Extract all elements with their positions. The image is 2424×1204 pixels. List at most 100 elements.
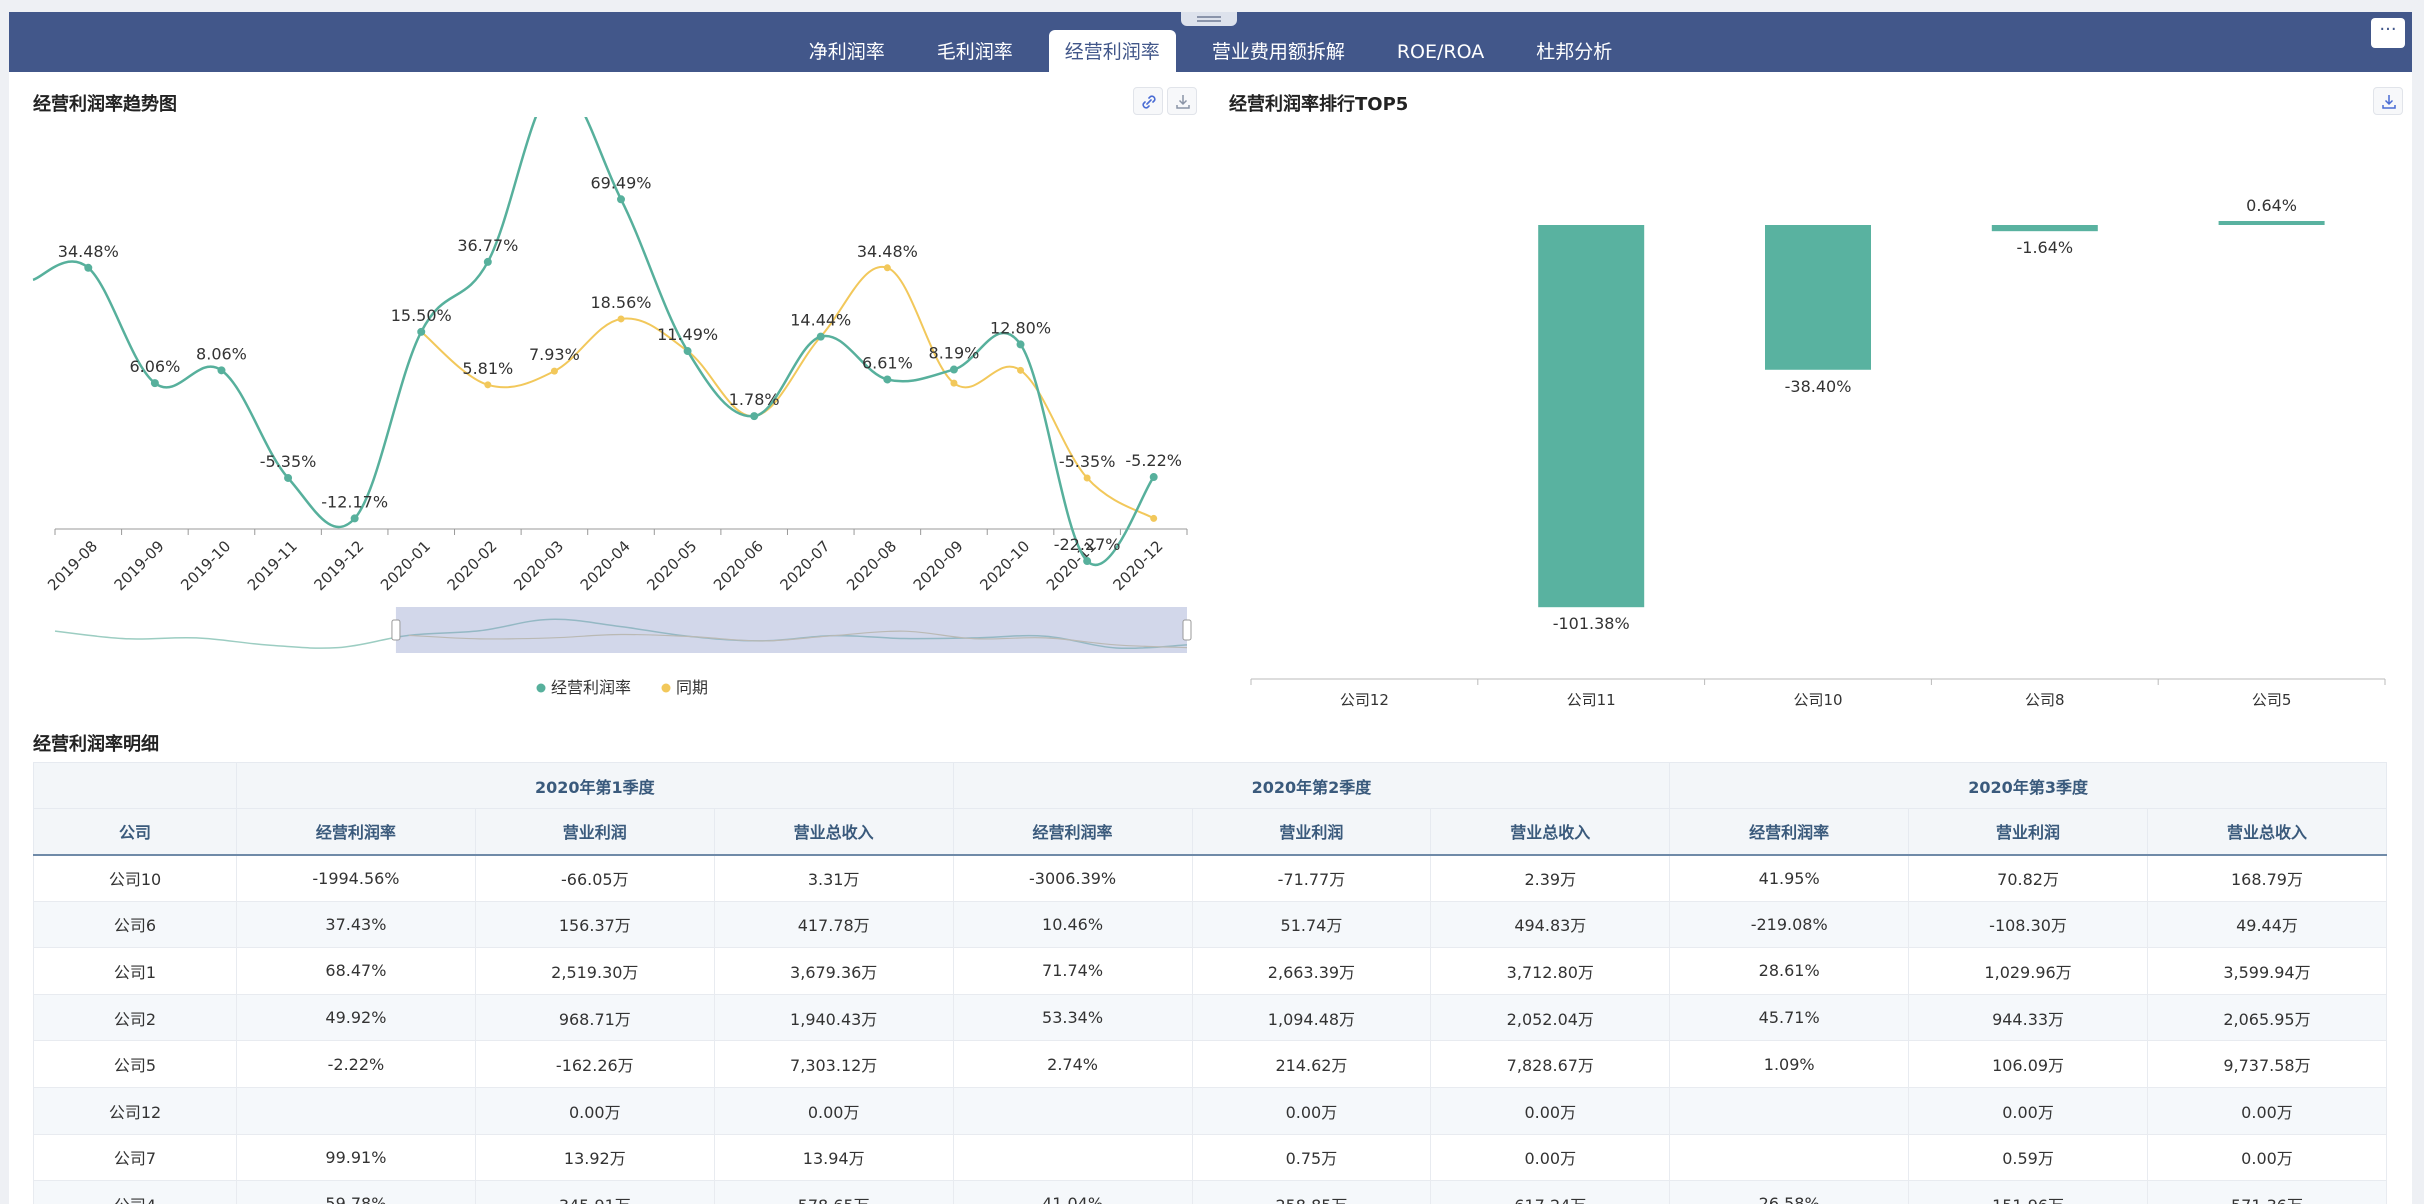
value-cell: 0.59万 xyxy=(1908,1133,2148,1182)
more-options-button[interactable]: ··· xyxy=(2371,18,2405,48)
top5-download-button[interactable] xyxy=(2373,87,2403,115)
data-label-同期: 5.81% xyxy=(462,359,513,378)
tab-4[interactable]: ROE/ROA xyxy=(1396,41,1485,63)
zoom-window xyxy=(395,607,1187,653)
point-经营利润率 xyxy=(84,263,93,272)
tab-2[interactable]: 经营利润率 xyxy=(1048,30,1176,72)
data-label-经营利润率: 69.49% xyxy=(590,173,651,192)
company-header[interactable]: 公司 xyxy=(33,808,237,856)
data-label-经营利润率: -5.22% xyxy=(1125,451,1182,470)
column-header[interactable]: 经营利润率 xyxy=(1669,808,1910,856)
tab-0[interactable]: 净利润率 xyxy=(808,41,885,63)
point-同期 xyxy=(617,315,625,323)
table-row: 公司459.78%345.91万578.65万41.04%258.85万617.… xyxy=(33,1180,2387,1204)
value-cell: 3,679.36万 xyxy=(713,947,954,995)
point-经营利润率 xyxy=(1016,340,1025,349)
value-cell xyxy=(952,1086,1193,1135)
value-cell: 41.95% xyxy=(1669,854,1910,902)
drag-handle[interactable] xyxy=(1181,12,1237,26)
value-cell xyxy=(1669,1086,1910,1135)
tab-5[interactable]: 杜邦分析 xyxy=(1536,41,1613,63)
point-同期 xyxy=(1083,474,1091,482)
table-row: 公司2 49.92% 968.71万 1,940.43万 53.34% 1,094.48万… xyxy=(33,993,2387,1042)
value-cell: 2,519.30万 xyxy=(474,947,715,995)
x-tick-label: 2020-02 xyxy=(444,537,501,594)
point-同期 xyxy=(883,264,891,272)
column-header[interactable]: 经营利润率 xyxy=(952,808,1193,856)
data-label-经营利润率: 8.19% xyxy=(929,344,980,363)
x-tick-label: 2020-07 xyxy=(777,537,834,594)
tab-1[interactable]: 毛利润率 xyxy=(936,41,1013,63)
value-cell: -66.05万 xyxy=(474,854,715,902)
value-cell: 258.85万 xyxy=(1191,1180,1432,1204)
x-tick-label: 2019-09 xyxy=(111,537,168,594)
value-cell: 71.74% xyxy=(952,947,1193,995)
x-tick-label: 2020-09 xyxy=(910,537,967,594)
zoom-preview-line xyxy=(54,618,1188,650)
zoom-handle[interactable] xyxy=(1182,619,1192,641)
legend-label-经营利润率: 经营利润率 xyxy=(551,678,631,697)
x-tick-label: 公司11 xyxy=(1567,691,1616,709)
x-tick-label: 2019-08 xyxy=(44,537,101,594)
value-cell: 571.36万 xyxy=(2147,1180,2387,1204)
tab-list: 净利润率 毛利润率 经营利润率 营业费用额拆解 ROE/ROA 杜邦分析 xyxy=(9,30,2412,72)
value-cell: 345.91万 xyxy=(474,1180,715,1204)
value-cell: 41.04% xyxy=(952,1180,1193,1204)
point-同期 xyxy=(550,367,558,375)
value-cell: 49.44万 xyxy=(2147,900,2387,949)
column-header[interactable]: 营业利润 xyxy=(474,808,715,856)
value-cell: 0.00万 xyxy=(2147,1133,2387,1182)
legend-marker-同期 xyxy=(661,683,671,693)
tab-3[interactable]: 营业费用额拆解 xyxy=(1211,41,1345,63)
value-cell xyxy=(236,1086,476,1135)
company-cell: 公司1 xyxy=(33,947,237,995)
column-header[interactable]: 营业利润 xyxy=(1191,808,1432,856)
series-line-经营利润率 xyxy=(32,117,1155,566)
value-cell: -108.30万 xyxy=(1908,900,2148,949)
data-label-同期: -5.35% xyxy=(1059,452,1116,471)
value-cell: 70.82万 xyxy=(1908,854,2148,902)
x-tick-label: 公司10 xyxy=(1793,691,1842,709)
value-cell: 2.74% xyxy=(952,1040,1193,1088)
point-经营利润率 xyxy=(683,347,692,356)
column-header[interactable]: 营业总收入 xyxy=(1430,808,1671,856)
table-row: 公司12 0.00万 0.00万 0.00万 0.00万 0.00万 0.00万 xyxy=(33,1086,2387,1135)
detail-table: 2020年第1季度 2020年第2季度 2020年第3季度 公司 经营利润率 营业利润 营业… xyxy=(33,762,2387,1204)
quarter-header: 2020年第2季度 xyxy=(952,762,1671,809)
data-label-经营利润率: -5.35% xyxy=(260,452,317,471)
data-label-同期: 34.48% xyxy=(857,242,918,261)
table-row: 公司7 99.91% 13.92万 13.94万 0.75万 0.00万 0.59万 0.00… xyxy=(33,1133,2387,1182)
value-cell: 2,065.95万 xyxy=(2147,993,2387,1042)
value-cell: 49.92% xyxy=(236,993,476,1042)
data-label-经营利润率: 12.80% xyxy=(990,318,1051,337)
bar-公司10 xyxy=(1765,225,1871,370)
table-row: 公司10 -1994.56% -66.05万 3.31万 -3006.39% -71.77… xyxy=(33,854,2387,902)
x-tick-label: 2019-11 xyxy=(244,537,301,594)
value-cell: 9,737.58万 xyxy=(2147,1040,2387,1088)
value-cell: 0.00万 xyxy=(1191,1086,1432,1135)
point-经营利润率 xyxy=(150,379,159,388)
zoom-handle[interactable] xyxy=(391,619,401,641)
value-cell: 13.94万 xyxy=(713,1133,954,1182)
column-header[interactable]: 营业总收入 xyxy=(2147,808,2387,856)
value-cell: 26.58% xyxy=(1669,1180,1910,1204)
legend-marker-经营利润率 xyxy=(536,683,546,693)
link-button[interactable] xyxy=(1133,87,1163,115)
value-cell: 59.78% xyxy=(236,1180,476,1204)
data-label-经营利润率: 11.49% xyxy=(657,325,718,344)
value-cell: 156.37万 xyxy=(474,900,715,949)
value-cell xyxy=(1669,1133,1910,1182)
table-row: 公司1 68.47% 2,519.30万 3,679.36万 71.74% 2,663.3… xyxy=(33,947,2387,995)
column-header[interactable]: 经营利润率 xyxy=(236,808,476,856)
column-header[interactable]: 营业总收入 xyxy=(713,808,954,856)
value-cell: 7,828.67万 xyxy=(1430,1040,1671,1088)
company-cell: 公司2 xyxy=(33,993,237,1042)
column-header[interactable]: 营业利润 xyxy=(1908,808,2148,856)
x-tick-label: 2020-06 xyxy=(710,537,767,594)
point-经营利润率 xyxy=(350,514,359,523)
value-cell: 968.71万 xyxy=(474,993,715,1042)
column-header-row: 公司 经营利润率 营业利润 营业总收入 经营利润率 营业利润 营业总收入 经营利润率 营业利润营… xyxy=(33,808,2387,856)
download-button[interactable] xyxy=(1167,87,1197,115)
x-tick-label: 2020-04 xyxy=(577,537,634,594)
value-cell: 494.83万 xyxy=(1430,900,1671,949)
